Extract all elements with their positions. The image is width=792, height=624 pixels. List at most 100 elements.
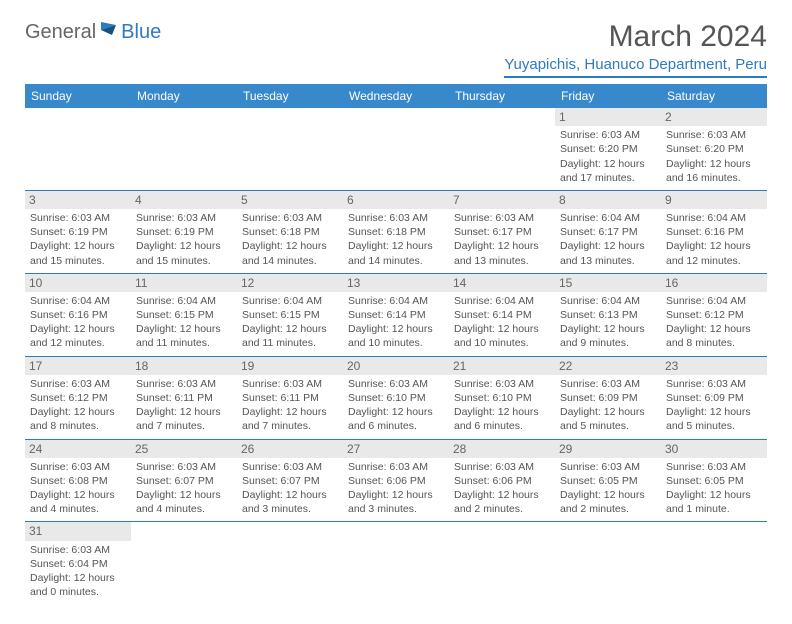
day-info-line: Sunrise: 6:04 AM — [666, 294, 762, 308]
day-number: 11 — [131, 274, 237, 292]
day-info-line: Daylight: 12 hours — [348, 488, 444, 502]
location: Yuyapichis, Huanuco Department, Peru — [504, 56, 767, 78]
day-info-line: Daylight: 12 hours — [666, 239, 762, 253]
calendar-week: 24Sunrise: 6:03 AMSunset: 6:08 PMDayligh… — [25, 439, 767, 522]
calendar-cell: 26Sunrise: 6:03 AMSunset: 6:07 PMDayligh… — [237, 439, 343, 522]
calendar-cell: 19Sunrise: 6:03 AMSunset: 6:11 PMDayligh… — [237, 356, 343, 439]
day-number: 21 — [449, 357, 555, 375]
calendar-cell — [237, 522, 343, 604]
day-header: Tuesday — [237, 84, 343, 108]
day-header: Monday — [131, 84, 237, 108]
day-number: 28 — [449, 440, 555, 458]
day-info-line: Sunset: 6:09 PM — [666, 391, 762, 405]
day-info-line: Daylight: 12 hours — [30, 488, 126, 502]
calendar-cell — [25, 108, 131, 190]
day-header: Friday — [555, 84, 661, 108]
day-number: 24 — [25, 440, 131, 458]
day-info-line: Sunset: 6:07 PM — [242, 474, 338, 488]
day-info-line: and 1 minute. — [666, 502, 762, 516]
day-info-line: and 13 minutes. — [560, 254, 656, 268]
day-number: 31 — [25, 522, 131, 540]
calendar-cell: 28Sunrise: 6:03 AMSunset: 6:06 PMDayligh… — [449, 439, 555, 522]
day-info-line: Sunrise: 6:04 AM — [242, 294, 338, 308]
day-info-line: Daylight: 12 hours — [666, 157, 762, 171]
calendar-cell — [555, 522, 661, 604]
day-info-line: and 11 minutes. — [136, 336, 232, 350]
day-info-line: Sunset: 6:12 PM — [666, 308, 762, 322]
calendar-cell: 17Sunrise: 6:03 AMSunset: 6:12 PMDayligh… — [25, 356, 131, 439]
day-info-line: Sunrise: 6:03 AM — [666, 128, 762, 142]
calendar-cell: 22Sunrise: 6:03 AMSunset: 6:09 PMDayligh… — [555, 356, 661, 439]
day-info-line: Daylight: 12 hours — [454, 488, 550, 502]
calendar-cell: 15Sunrise: 6:04 AMSunset: 6:13 PMDayligh… — [555, 273, 661, 356]
day-info-line: and 3 minutes. — [242, 502, 338, 516]
day-info-line: Daylight: 12 hours — [348, 322, 444, 336]
calendar-cell: 21Sunrise: 6:03 AMSunset: 6:10 PMDayligh… — [449, 356, 555, 439]
day-number: 26 — [237, 440, 343, 458]
calendar-cell: 11Sunrise: 6:04 AMSunset: 6:15 PMDayligh… — [131, 273, 237, 356]
day-info-line: Sunrise: 6:03 AM — [30, 543, 126, 557]
day-info-line: and 10 minutes. — [454, 336, 550, 350]
day-info-line: and 5 minutes. — [560, 419, 656, 433]
calendar-cell: 27Sunrise: 6:03 AMSunset: 6:06 PMDayligh… — [343, 439, 449, 522]
day-info-line: and 8 minutes. — [666, 336, 762, 350]
day-info-line: Daylight: 12 hours — [30, 571, 126, 585]
day-info-line: Daylight: 12 hours — [666, 405, 762, 419]
day-info-line: Sunrise: 6:03 AM — [454, 211, 550, 225]
day-info-line: Sunrise: 6:03 AM — [30, 460, 126, 474]
day-info-line: Daylight: 12 hours — [560, 322, 656, 336]
calendar-week: 3Sunrise: 6:03 AMSunset: 6:19 PMDaylight… — [25, 190, 767, 273]
calendar-cell: 3Sunrise: 6:03 AMSunset: 6:19 PMDaylight… — [25, 190, 131, 273]
day-info-line: Sunset: 6:15 PM — [136, 308, 232, 322]
calendar-cell: 10Sunrise: 6:04 AMSunset: 6:16 PMDayligh… — [25, 273, 131, 356]
day-number: 29 — [555, 440, 661, 458]
day-number: 10 — [25, 274, 131, 292]
day-info-line: Sunrise: 6:03 AM — [666, 377, 762, 391]
day-info-line: Sunrise: 6:03 AM — [560, 377, 656, 391]
day-info-line: and 3 minutes. — [348, 502, 444, 516]
day-number: 19 — [237, 357, 343, 375]
day-number: 14 — [449, 274, 555, 292]
day-number: 13 — [343, 274, 449, 292]
day-number: 9 — [661, 191, 767, 209]
day-info-line: Sunrise: 6:03 AM — [560, 460, 656, 474]
day-info-line: Sunrise: 6:04 AM — [560, 294, 656, 308]
day-number: 2 — [661, 108, 767, 126]
day-info-line: Sunrise: 6:03 AM — [242, 377, 338, 391]
calendar-cell: 2Sunrise: 6:03 AMSunset: 6:20 PMDaylight… — [661, 108, 767, 190]
day-info-line: Daylight: 12 hours — [136, 239, 232, 253]
day-info-line: and 6 minutes. — [454, 419, 550, 433]
day-info-line: and 14 minutes. — [348, 254, 444, 268]
day-info-line: and 10 minutes. — [348, 336, 444, 350]
day-info-line: Sunset: 6:05 PM — [666, 474, 762, 488]
day-info-line: Daylight: 12 hours — [242, 239, 338, 253]
calendar-cell — [449, 108, 555, 190]
day-info-line: Sunrise: 6:03 AM — [348, 460, 444, 474]
calendar-cell: 23Sunrise: 6:03 AMSunset: 6:09 PMDayligh… — [661, 356, 767, 439]
calendar-cell: 6Sunrise: 6:03 AMSunset: 6:18 PMDaylight… — [343, 190, 449, 273]
day-info-line: Daylight: 12 hours — [348, 239, 444, 253]
flag-icon — [98, 20, 120, 44]
day-info-line: and 15 minutes. — [136, 254, 232, 268]
day-info-line: Sunrise: 6:04 AM — [454, 294, 550, 308]
day-info-line: Sunset: 6:08 PM — [30, 474, 126, 488]
day-header: Thursday — [449, 84, 555, 108]
calendar-cell: 9Sunrise: 6:04 AMSunset: 6:16 PMDaylight… — [661, 190, 767, 273]
day-info-line: Sunrise: 6:03 AM — [136, 377, 232, 391]
day-number: 5 — [237, 191, 343, 209]
day-number: 25 — [131, 440, 237, 458]
day-info-line: Sunset: 6:10 PM — [454, 391, 550, 405]
day-info-line: and 14 minutes. — [242, 254, 338, 268]
calendar-cell: 1Sunrise: 6:03 AMSunset: 6:20 PMDaylight… — [555, 108, 661, 190]
day-info-line: Sunset: 6:14 PM — [348, 308, 444, 322]
day-info-line: and 7 minutes. — [242, 419, 338, 433]
month-title: March 2024 — [504, 20, 767, 54]
day-info-line: and 12 minutes. — [30, 336, 126, 350]
day-info-line: Sunset: 6:16 PM — [30, 308, 126, 322]
calendar-cell: 13Sunrise: 6:04 AMSunset: 6:14 PMDayligh… — [343, 273, 449, 356]
calendar-cell: 16Sunrise: 6:04 AMSunset: 6:12 PMDayligh… — [661, 273, 767, 356]
day-info-line: Sunset: 6:11 PM — [136, 391, 232, 405]
calendar-cell — [661, 522, 767, 604]
day-info-line: Sunset: 6:15 PM — [242, 308, 338, 322]
calendar-table: SundayMondayTuesdayWednesdayThursdayFrid… — [25, 84, 767, 604]
